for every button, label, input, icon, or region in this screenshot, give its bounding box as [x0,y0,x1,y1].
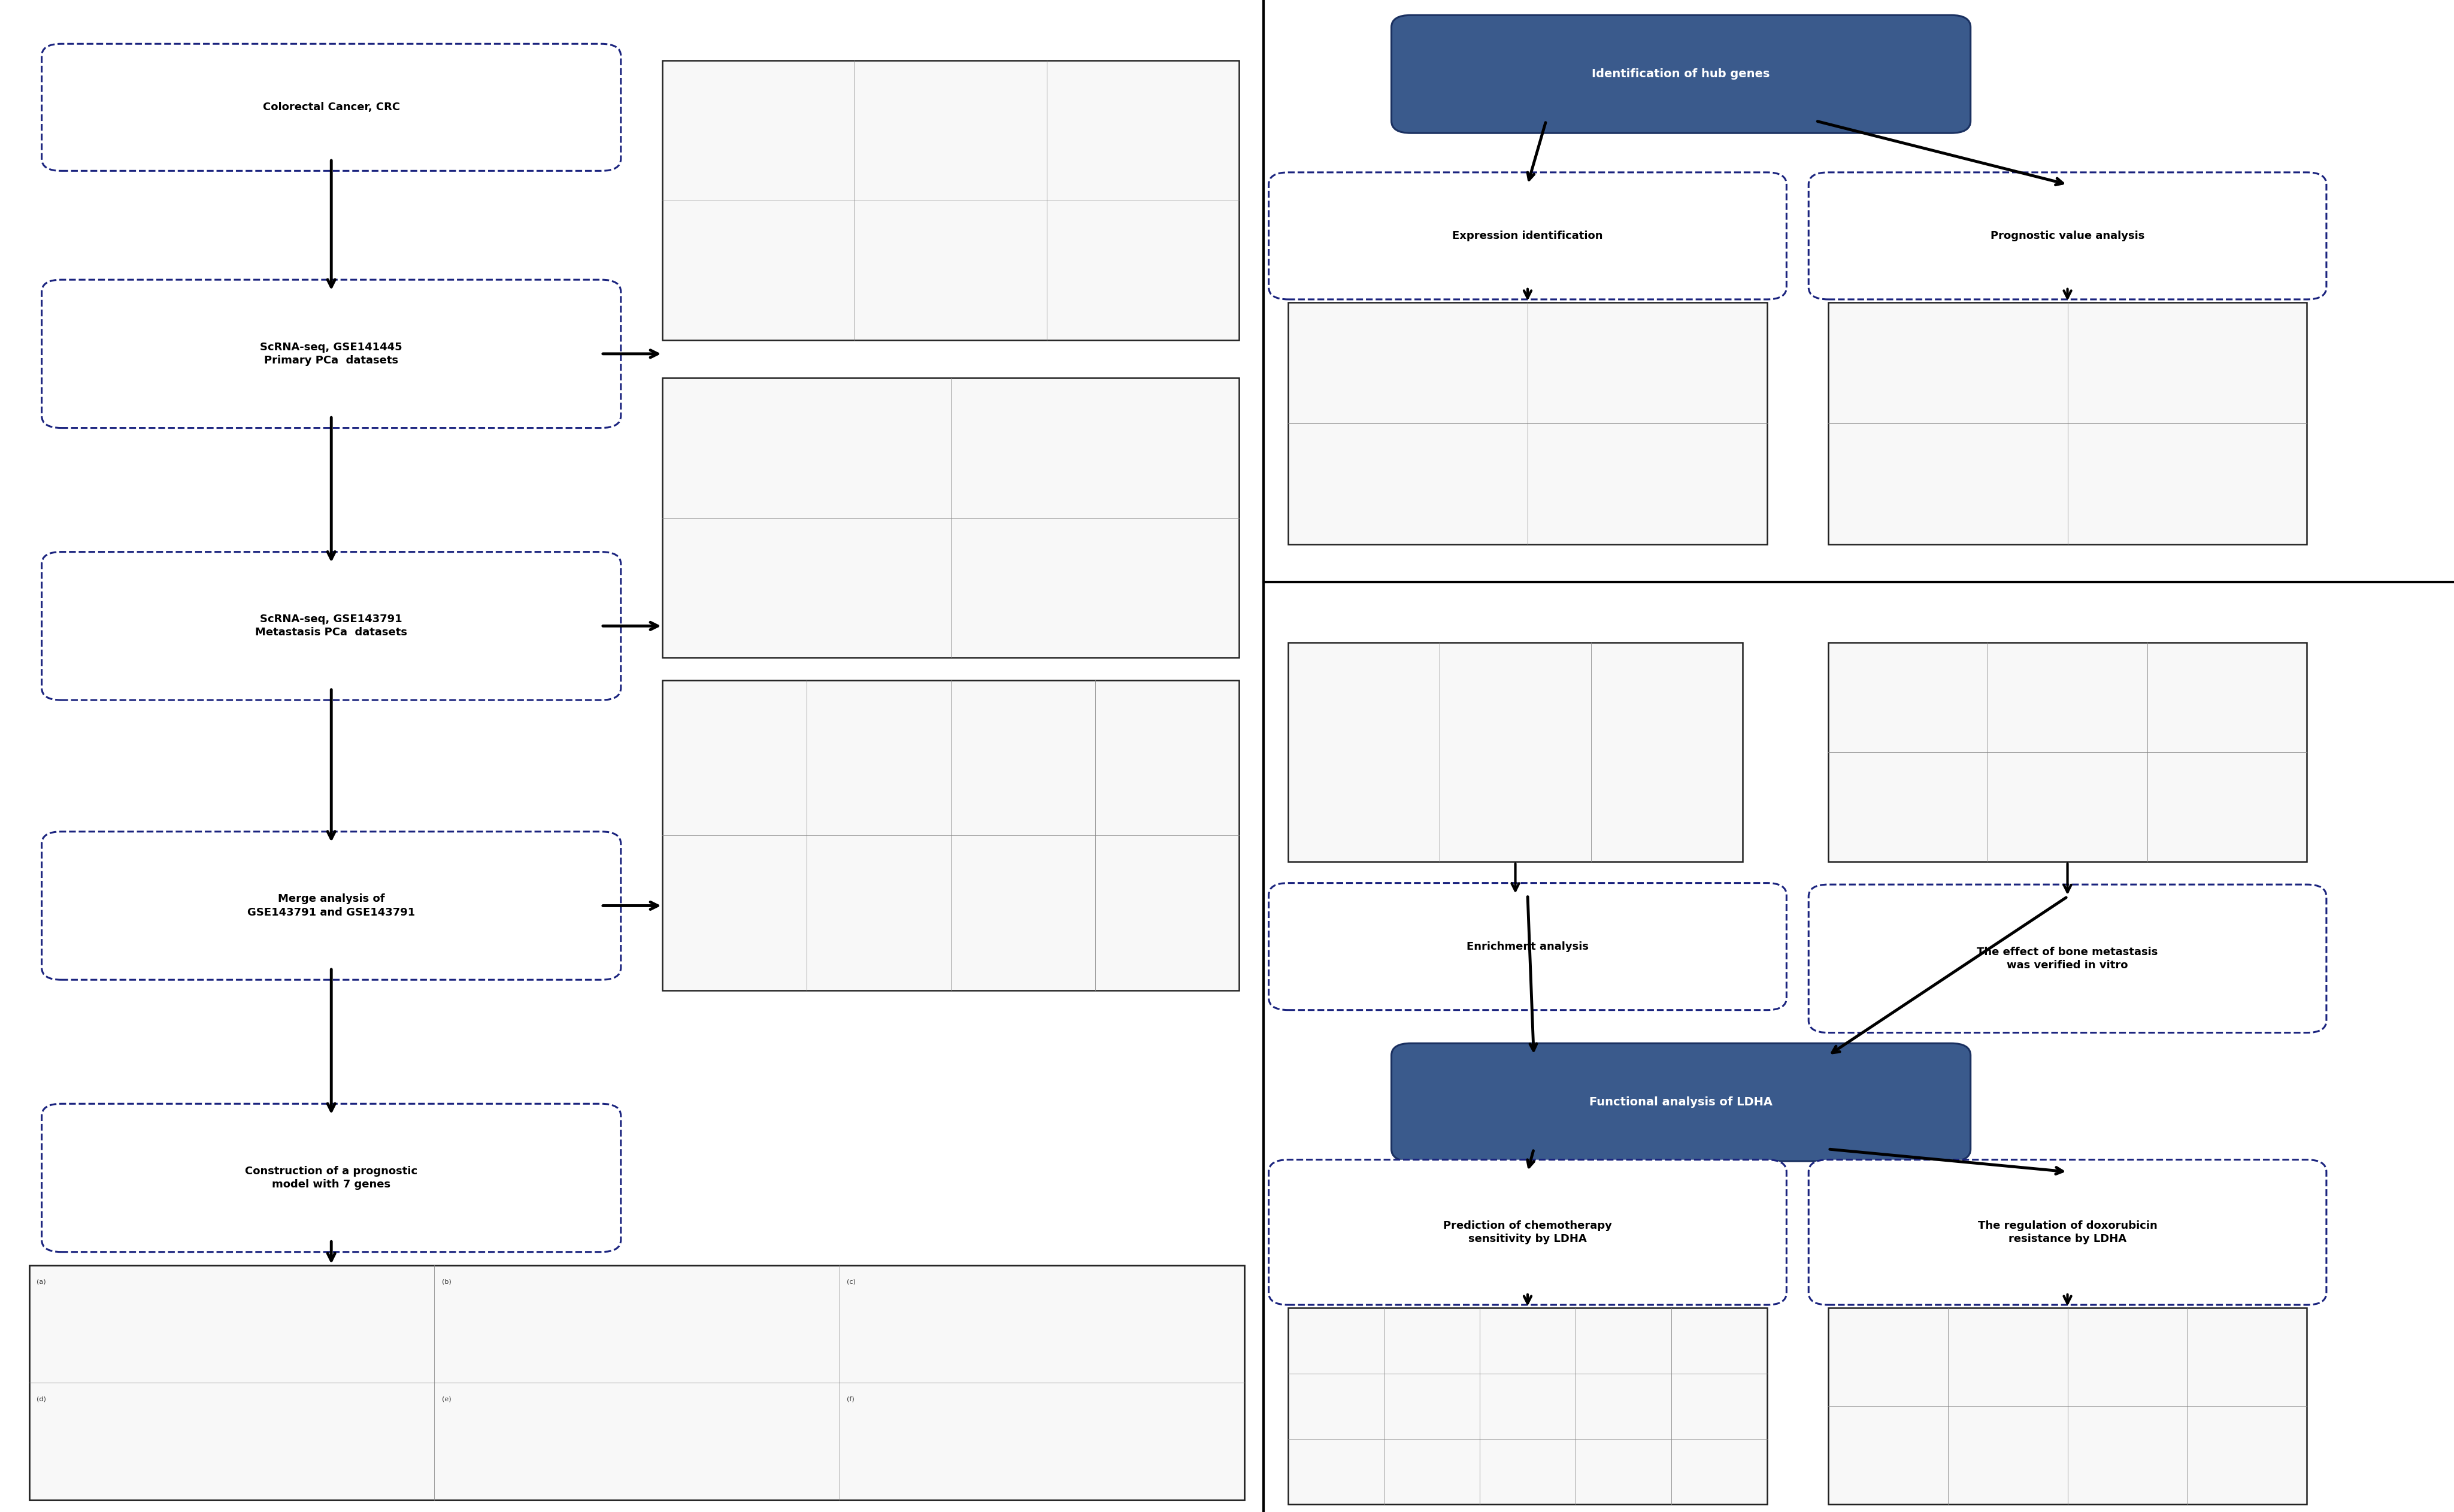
FancyBboxPatch shape [1809,1160,2326,1305]
Bar [1288,1308,1767,1504]
FancyBboxPatch shape [1391,15,1971,133]
Text: Prognostic value analysis: Prognostic value analysis [1990,230,2145,242]
Text: ScRNA-seq, GSE141445
Primary PCa  datasets: ScRNA-seq, GSE141445 Primary PCa dataset… [260,342,402,366]
Bar [1288,302,1767,544]
FancyBboxPatch shape [1391,1043,1971,1161]
FancyBboxPatch shape [42,44,621,171]
Text: Functional analysis of LDHA: Functional analysis of LDHA [1590,1096,1772,1108]
Bar [1828,643,2307,862]
Text: (c): (c) [847,1279,856,1285]
Bar [663,378,1239,658]
Text: Expression identification: Expression identification [1453,230,1602,242]
FancyBboxPatch shape [1809,172,2326,299]
Text: Prediction of chemotherapy
sensitivity by LDHA: Prediction of chemotherapy sensitivity b… [1443,1220,1612,1244]
Text: Merge analysis of
GSE143791 and GSE143791: Merge analysis of GSE143791 and GSE14379… [248,894,415,918]
Text: Construction of a prognostic
model with 7 genes: Construction of a prognostic model with … [245,1166,417,1190]
Text: (d): (d) [37,1396,47,1402]
FancyBboxPatch shape [42,552,621,700]
Bar [663,60,1239,340]
Text: (f): (f) [847,1396,854,1402]
Text: Colorectal Cancer, CRC: Colorectal Cancer, CRC [263,101,400,113]
FancyBboxPatch shape [42,832,621,980]
Text: Identification of hub genes: Identification of hub genes [1593,68,1769,80]
Bar [29,1266,1244,1500]
FancyBboxPatch shape [42,280,621,428]
FancyBboxPatch shape [1269,1160,1787,1305]
Text: The effect of bone metastasis
was verified in vitro: The effect of bone metastasis was verifi… [1978,947,2157,971]
Text: The regulation of doxorubicin
resistance by LDHA: The regulation of doxorubicin resistance… [1978,1220,2157,1244]
FancyBboxPatch shape [42,1104,621,1252]
Bar [1288,643,1742,862]
Text: (b): (b) [442,1279,452,1285]
Bar [1828,1308,2307,1504]
Text: Enrichment analysis: Enrichment analysis [1467,940,1588,953]
Text: ScRNA-seq, GSE143791
Metastasis PCa  datasets: ScRNA-seq, GSE143791 Metastasis PCa data… [255,614,407,638]
Text: (e): (e) [442,1396,452,1402]
FancyBboxPatch shape [1269,883,1787,1010]
FancyBboxPatch shape [1269,172,1787,299]
Bar [1828,302,2307,544]
Text: (a): (a) [37,1279,47,1285]
Bar [663,680,1239,990]
FancyBboxPatch shape [1809,885,2326,1033]
